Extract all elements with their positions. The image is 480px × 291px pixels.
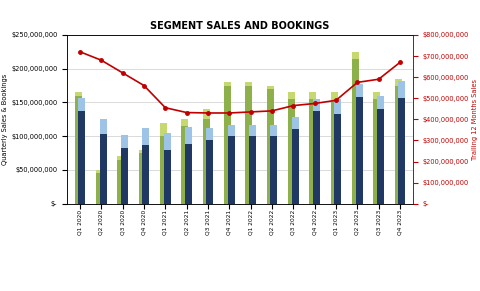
Bar	[203, 119, 210, 204]
Bar	[398, 81, 405, 98]
Bar	[356, 97, 362, 204]
Bar	[310, 99, 316, 204]
Bar	[118, 160, 124, 204]
Bar	[160, 123, 167, 136]
Bar	[75, 92, 82, 96]
Bar	[377, 96, 384, 109]
Bar	[331, 102, 337, 204]
Bar	[143, 128, 149, 145]
Bar	[373, 92, 380, 99]
Bar	[224, 82, 231, 86]
Bar	[164, 133, 170, 150]
Bar	[164, 150, 170, 204]
Bar	[100, 119, 107, 134]
Bar	[206, 140, 213, 204]
Bar	[203, 109, 210, 119]
Bar	[270, 136, 277, 204]
Bar	[245, 82, 252, 86]
Bar	[121, 148, 128, 204]
Bar	[335, 99, 341, 114]
Bar	[118, 157, 124, 160]
Bar	[249, 136, 256, 204]
Bar	[96, 173, 103, 204]
Bar	[352, 52, 359, 58]
Bar	[313, 111, 320, 204]
Title: SEGMENT SALES AND BOOKINGS: SEGMENT SALES AND BOOKINGS	[150, 21, 330, 31]
Bar	[100, 134, 107, 204]
Bar	[185, 127, 192, 144]
Bar	[377, 109, 384, 204]
Bar	[181, 126, 188, 204]
Bar	[313, 99, 320, 111]
Bar	[143, 145, 149, 204]
Bar	[331, 92, 337, 102]
Bar	[395, 79, 402, 86]
Bar	[245, 86, 252, 204]
Bar	[78, 98, 85, 111]
Bar	[228, 125, 235, 136]
Bar	[288, 99, 295, 204]
Bar	[185, 144, 192, 204]
Bar	[267, 89, 274, 204]
Bar	[292, 129, 299, 204]
Bar	[395, 86, 402, 204]
Bar	[96, 170, 103, 173]
Bar	[270, 125, 277, 136]
Bar	[224, 86, 231, 204]
Bar	[267, 86, 274, 89]
Bar	[335, 114, 341, 204]
Bar	[160, 136, 167, 204]
Bar	[352, 58, 359, 204]
Bar	[310, 92, 316, 99]
Bar	[139, 150, 145, 153]
Bar	[249, 125, 256, 136]
Bar	[288, 92, 295, 99]
Bar	[75, 96, 82, 204]
Bar	[121, 135, 128, 148]
Bar	[78, 111, 85, 204]
Y-axis label: Quarterly Sales & Bookings: Quarterly Sales & Bookings	[2, 74, 8, 165]
Bar	[139, 153, 145, 204]
Y-axis label: Trailing 12 Months Sales: Trailing 12 Months Sales	[472, 79, 478, 160]
Bar	[292, 117, 299, 129]
Bar	[356, 84, 362, 97]
Bar	[228, 136, 235, 204]
Bar	[206, 128, 213, 140]
Bar	[181, 119, 188, 126]
Bar	[398, 98, 405, 204]
Bar	[373, 99, 380, 204]
